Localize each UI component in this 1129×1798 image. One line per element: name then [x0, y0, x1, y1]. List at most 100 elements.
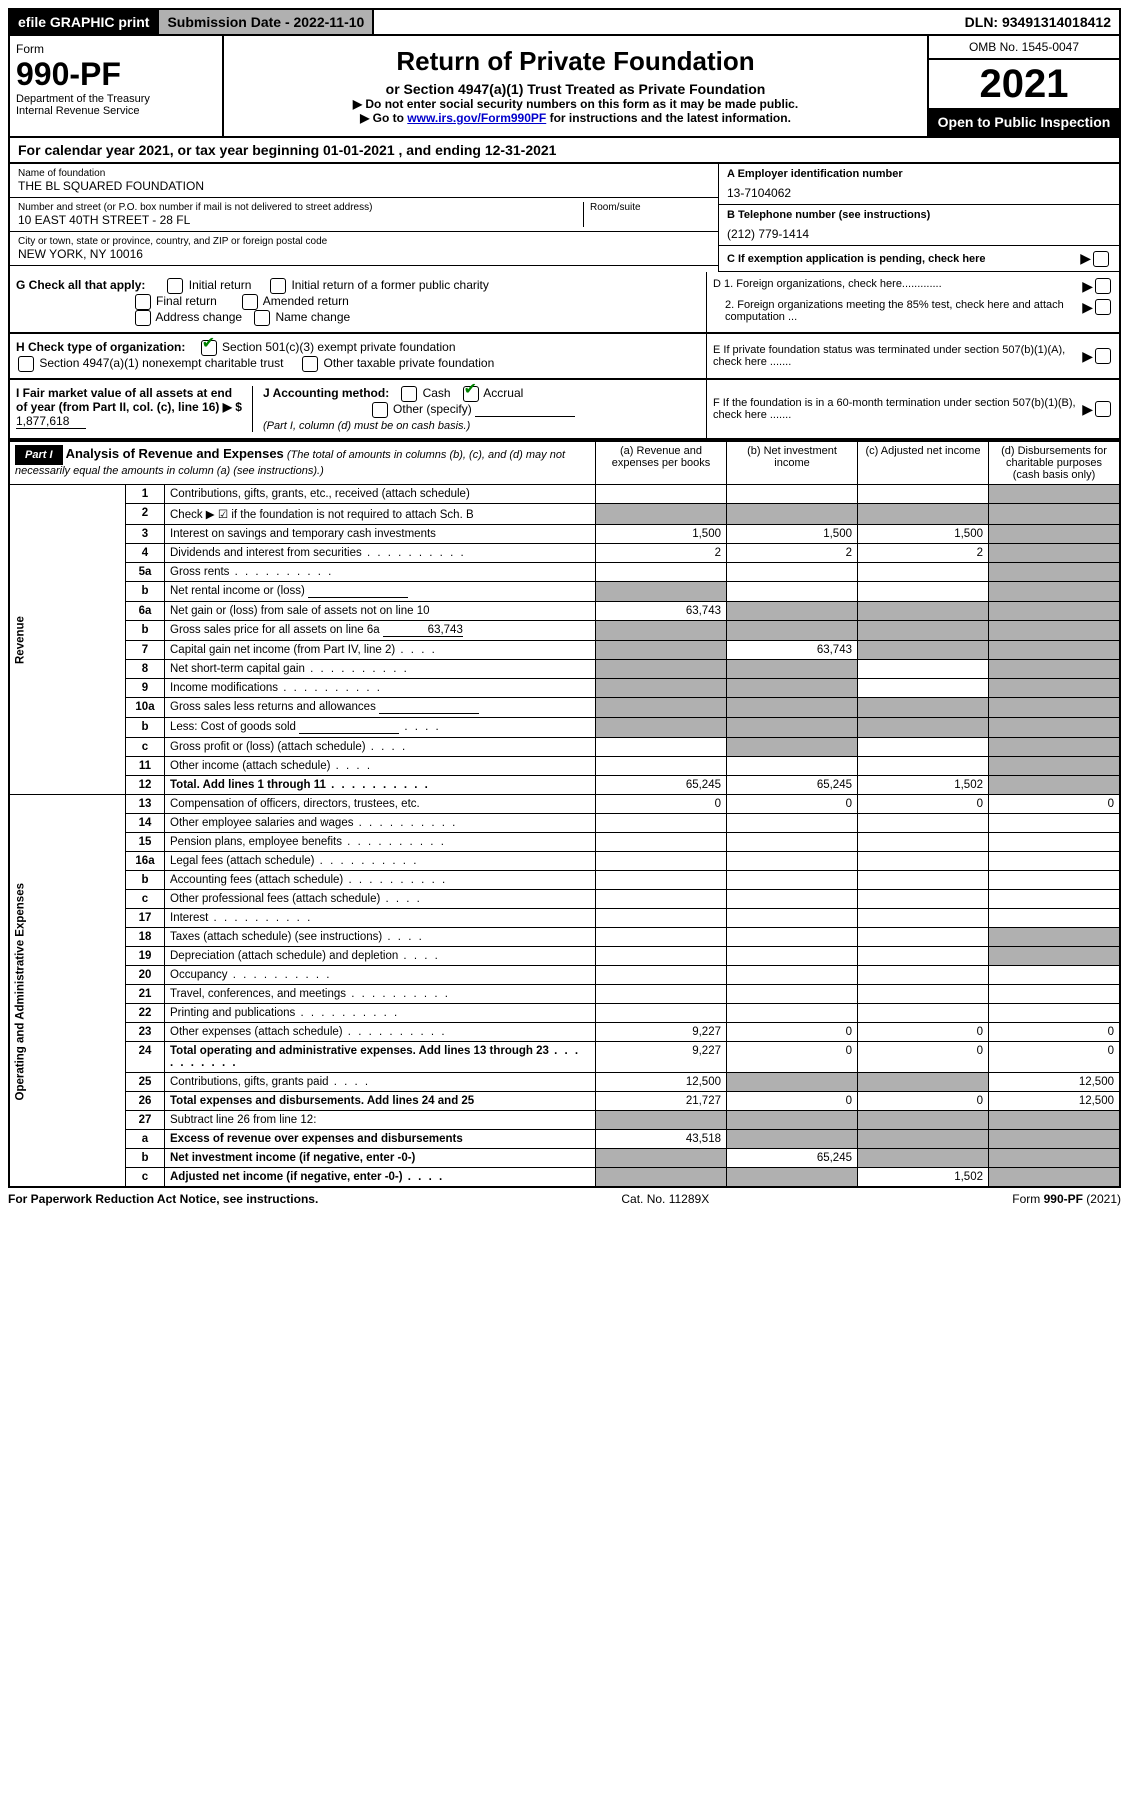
row-desc: Gross profit or (loss) (attach schedule) — [165, 738, 596, 757]
row-desc: Less: Cost of goods sold — [165, 718, 596, 738]
efile-label: efile GRAPHIC print — [10, 10, 159, 34]
g-initial-checkbox[interactable] — [167, 278, 183, 294]
g-o5: Address change — [155, 310, 242, 324]
row-desc: Capital gain net income (from Part IV, l… — [165, 641, 596, 660]
amount-cell — [727, 563, 858, 582]
row-desc: Total operating and administrative expen… — [165, 1042, 596, 1073]
row-desc: Taxes (attach schedule) (see instruction… — [165, 928, 596, 947]
g-section: G Check all that apply: Initial return I… — [10, 272, 706, 332]
table-row: 27Subtract line 26 from line 12: — [9, 1111, 1120, 1130]
city-label: City or town, state or province, country… — [18, 236, 710, 247]
table-row: 6aNet gain or (loss) from sale of assets… — [9, 602, 1120, 621]
amount-cell — [596, 698, 727, 718]
row-number: b — [126, 871, 165, 890]
j-other-checkbox[interactable] — [372, 402, 388, 418]
i-value: 1,877,618 — [16, 414, 86, 429]
j-label: J Accounting method: — [263, 386, 389, 400]
amount-cell — [989, 985, 1121, 1004]
row-desc: Gross sales price for all assets on line… — [165, 621, 596, 641]
amount-cell: 65,245 — [727, 1149, 858, 1168]
header-center: Return of Private Foundation or Section … — [224, 36, 927, 136]
row-desc: Adjusted net income (if negative, enter … — [165, 1168, 596, 1188]
amount-cell — [596, 814, 727, 833]
city-state-zip: NEW YORK, NY 10016 — [18, 247, 710, 261]
f-checkbox[interactable] — [1095, 401, 1111, 417]
amount-cell — [596, 966, 727, 985]
d2-checkbox[interactable] — [1095, 299, 1111, 315]
addr-label: Number and street (or P.O. box number if… — [18, 202, 583, 213]
amount-cell — [727, 966, 858, 985]
e-label: E If private foundation status was termi… — [713, 344, 1082, 368]
d1-label: D 1. Foreign organizations, check here..… — [713, 278, 1082, 295]
row-number: a — [126, 1130, 165, 1149]
table-row: bLess: Cost of goods sold — [9, 718, 1120, 738]
g-amended-checkbox[interactable] — [242, 294, 258, 310]
amount-cell — [989, 852, 1121, 871]
f-section: F If the foundation is in a 60-month ter… — [706, 380, 1119, 438]
d1-checkbox[interactable] — [1095, 278, 1111, 294]
amount-cell — [727, 833, 858, 852]
amount-cell — [858, 602, 989, 621]
amount-cell — [596, 504, 727, 525]
amount-cell: 2 — [727, 544, 858, 563]
amount-cell — [858, 928, 989, 947]
amount-cell — [727, 582, 858, 602]
row-number: 20 — [126, 966, 165, 985]
amount-cell — [596, 1149, 727, 1168]
row-desc: Legal fees (attach schedule) — [165, 852, 596, 871]
arrow-icon: ▶ — [1082, 278, 1093, 295]
row-number: c — [126, 738, 165, 757]
row-desc: Gross sales less returns and allowances — [165, 698, 596, 718]
section-g-d: G Check all that apply: Initial return I… — [8, 272, 1121, 334]
g-initial-former-checkbox[interactable] — [270, 278, 286, 294]
table-row: 10aGross sales less returns and allowanc… — [9, 698, 1120, 718]
amount-cell — [727, 909, 858, 928]
row-desc: Other employee salaries and wages — [165, 814, 596, 833]
amount-cell: 1,502 — [858, 1168, 989, 1188]
info-section: Name of foundation THE BL SQUARED FOUNDA… — [8, 164, 1121, 272]
amount-cell — [596, 871, 727, 890]
c-checkbox[interactable] — [1093, 251, 1109, 267]
row-number: 21 — [126, 985, 165, 1004]
h-501c3-checkbox[interactable] — [201, 340, 217, 356]
section-h-e: H Check type of organization: Section 50… — [8, 334, 1121, 380]
g-address-checkbox[interactable] — [135, 310, 151, 326]
g-final-checkbox[interactable] — [135, 294, 151, 310]
d2-label: 2. Foreign organizations meeting the 85%… — [713, 299, 1082, 323]
row-number: 5a — [126, 563, 165, 582]
row-number: 6a — [126, 602, 165, 621]
table-row: 11Other income (attach schedule) — [9, 757, 1120, 776]
j-cash-checkbox[interactable] — [401, 386, 417, 402]
j-other-line — [475, 402, 575, 417]
row-number: 17 — [126, 909, 165, 928]
amount-cell — [727, 947, 858, 966]
amount-cell — [727, 679, 858, 698]
footer-right: Form 990-PF (2021) — [1012, 1192, 1121, 1206]
amount-cell — [727, 621, 858, 641]
table-row: 7Capital gain net income (from Part IV, … — [9, 641, 1120, 660]
row-number: c — [126, 1168, 165, 1188]
irs: Internal Revenue Service — [16, 105, 216, 117]
amount-cell — [858, 757, 989, 776]
amount-cell — [989, 1004, 1121, 1023]
amount-cell — [596, 1111, 727, 1130]
j-accrual-checkbox[interactable] — [463, 386, 479, 402]
h-4947-checkbox[interactable] — [18, 356, 34, 372]
e-checkbox[interactable] — [1095, 348, 1111, 364]
table-row: bGross sales price for all assets on lin… — [9, 621, 1120, 641]
table-row: 24Total operating and administrative exp… — [9, 1042, 1120, 1073]
amount-cell — [858, 563, 989, 582]
ein-label: A Employer identification number — [727, 168, 1111, 180]
table-row: bAccounting fees (attach schedule) — [9, 871, 1120, 890]
irs-link[interactable]: www.irs.gov/Form990PF — [407, 111, 546, 125]
amount-cell — [858, 485, 989, 504]
row-desc: Accounting fees (attach schedule) — [165, 871, 596, 890]
row-desc: Contributions, gifts, grants, etc., rece… — [165, 485, 596, 504]
g-name-checkbox[interactable] — [254, 310, 270, 326]
phone-label: B Telephone number (see instructions) — [727, 209, 1111, 221]
table-row: 23Other expenses (attach schedule)9,2270… — [9, 1023, 1120, 1042]
amount-cell — [989, 525, 1121, 544]
row-desc: Other professional fees (attach schedule… — [165, 890, 596, 909]
table-row: 12Total. Add lines 1 through 1165,24565,… — [9, 776, 1120, 795]
h-other-checkbox[interactable] — [302, 356, 318, 372]
